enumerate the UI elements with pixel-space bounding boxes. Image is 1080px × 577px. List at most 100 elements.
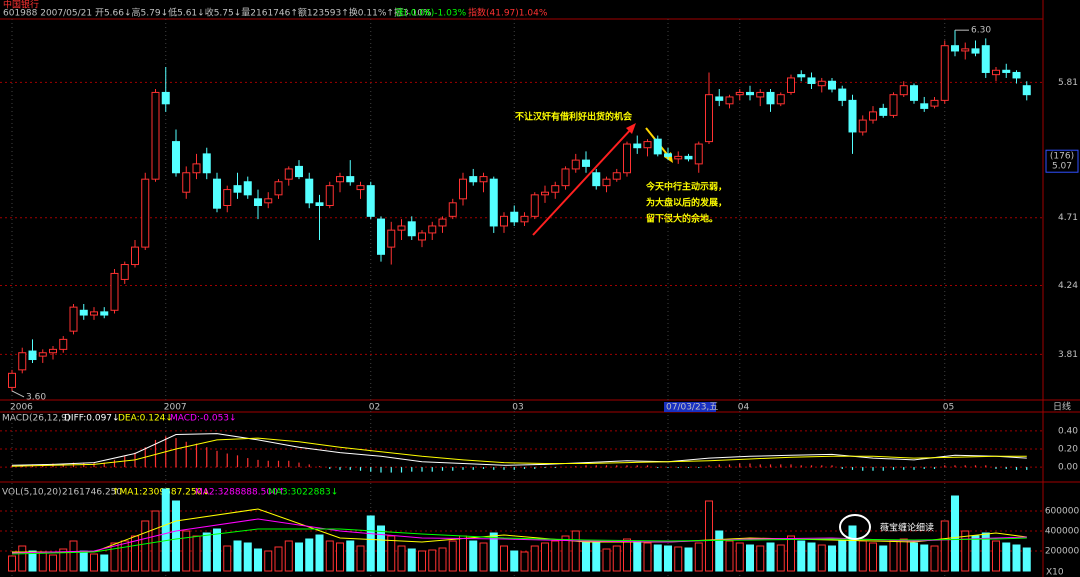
candle-body (725, 96, 734, 105)
candle-body (694, 143, 703, 165)
candle-body (623, 143, 631, 174)
macd-value-label: MACD:-0.053↓ (170, 414, 237, 424)
volume-bar (172, 500, 180, 572)
volume-bar (582, 540, 590, 572)
volume-bar (254, 548, 262, 572)
volume-bar (705, 500, 713, 572)
candle-body (366, 185, 375, 217)
volume-bar (828, 545, 836, 572)
volume-bar (120, 540, 129, 572)
volume-bar (633, 540, 642, 572)
volume-bar (428, 549, 437, 572)
candle-body (295, 165, 303, 178)
candle-body (28, 350, 37, 361)
volume-bar (746, 544, 754, 572)
volume-bar (920, 544, 929, 572)
vol-tick-label: 200000 (1045, 547, 1080, 557)
volume-bar (100, 554, 109, 572)
volume-bar (110, 542, 119, 572)
volume-bar (879, 545, 888, 572)
line-series (11, 437, 1027, 467)
volume-bar (469, 540, 478, 572)
candle-body (756, 91, 765, 98)
candle-body (940, 45, 949, 101)
volume-bar (315, 534, 324, 572)
candle-body (1022, 85, 1031, 96)
vol-ma1-label: ↑MA1:2309587.250↓ (112, 488, 210, 498)
candle-body (858, 119, 867, 133)
candle-body (848, 99, 857, 133)
volume-bar (397, 545, 406, 572)
candle-body (161, 91, 170, 105)
candle-body (223, 189, 232, 206)
candle-body (705, 94, 713, 143)
candle-body (469, 176, 478, 183)
volume-bar (264, 550, 273, 572)
candle-body (746, 91, 754, 96)
watermark: 薇宝缠论细读 (839, 514, 934, 540)
volume-bar (858, 540, 867, 572)
volume-bar (530, 545, 539, 572)
candle-body (59, 338, 68, 350)
volume-bar (592, 542, 601, 572)
volume-bar (213, 528, 221, 572)
vol-value: 2161746.250 (62, 488, 122, 498)
candle-body (510, 211, 519, 223)
volume-bar (295, 542, 303, 572)
volume-bar (387, 535, 396, 572)
volume-bar (284, 540, 293, 572)
candle-body (38, 352, 47, 357)
candle-body (387, 229, 396, 248)
candle-body (920, 103, 929, 109)
candle-body (961, 48, 970, 52)
volume-bar (407, 548, 416, 572)
volume-bar (869, 542, 877, 572)
macd-tick-label: 0.00 (1058, 463, 1078, 473)
volume-bar (192, 535, 201, 572)
volume-bar (961, 530, 970, 572)
candle-body (346, 176, 355, 183)
candle-body (264, 198, 273, 204)
candle-body (479, 176, 488, 183)
annotation: 留下很大的余地。 (646, 213, 718, 225)
volume-bar (141, 520, 150, 572)
candle-body (797, 74, 806, 78)
volume-bar (602, 548, 611, 572)
x-tick-label: 2006 (10, 403, 33, 413)
volume-bar (992, 540, 1000, 572)
annotation: 不让汉奸有借利好出货的机会 (515, 111, 633, 123)
candle-body (1002, 69, 1011, 73)
candle-body (561, 168, 570, 187)
candle-body (110, 272, 119, 311)
x-tick-label: 04 (738, 403, 750, 413)
volume-bar (356, 545, 365, 572)
candle-body (776, 94, 785, 105)
candle-body (869, 111, 877, 121)
candle-body (602, 178, 611, 187)
volume-bar (28, 550, 37, 572)
volume-bar (366, 515, 375, 572)
volume-bar (623, 538, 631, 572)
volume-bar (643, 542, 652, 572)
volume-bar (541, 542, 549, 572)
candle-body (120, 264, 129, 280)
volume-bar (336, 542, 344, 572)
candle-body (879, 107, 888, 116)
candle-body (151, 91, 160, 180)
candle-body (284, 168, 293, 180)
volume-bar (910, 542, 918, 572)
candle-body (315, 202, 324, 206)
volume-bar (787, 535, 795, 572)
candle-body (899, 85, 908, 96)
volume-bar (694, 542, 703, 572)
candle-body (8, 372, 16, 388)
candle-body (633, 143, 642, 149)
candle-body (520, 215, 529, 223)
x-tick-label: 05 (943, 403, 954, 413)
stock-name: 中国银行 (3, 0, 39, 11)
macd-tick-label: 0.20 (1058, 445, 1078, 455)
candle-body (438, 218, 447, 227)
macd-title: MACD(26,12,9) (2, 414, 70, 424)
volume-bar (418, 550, 426, 572)
